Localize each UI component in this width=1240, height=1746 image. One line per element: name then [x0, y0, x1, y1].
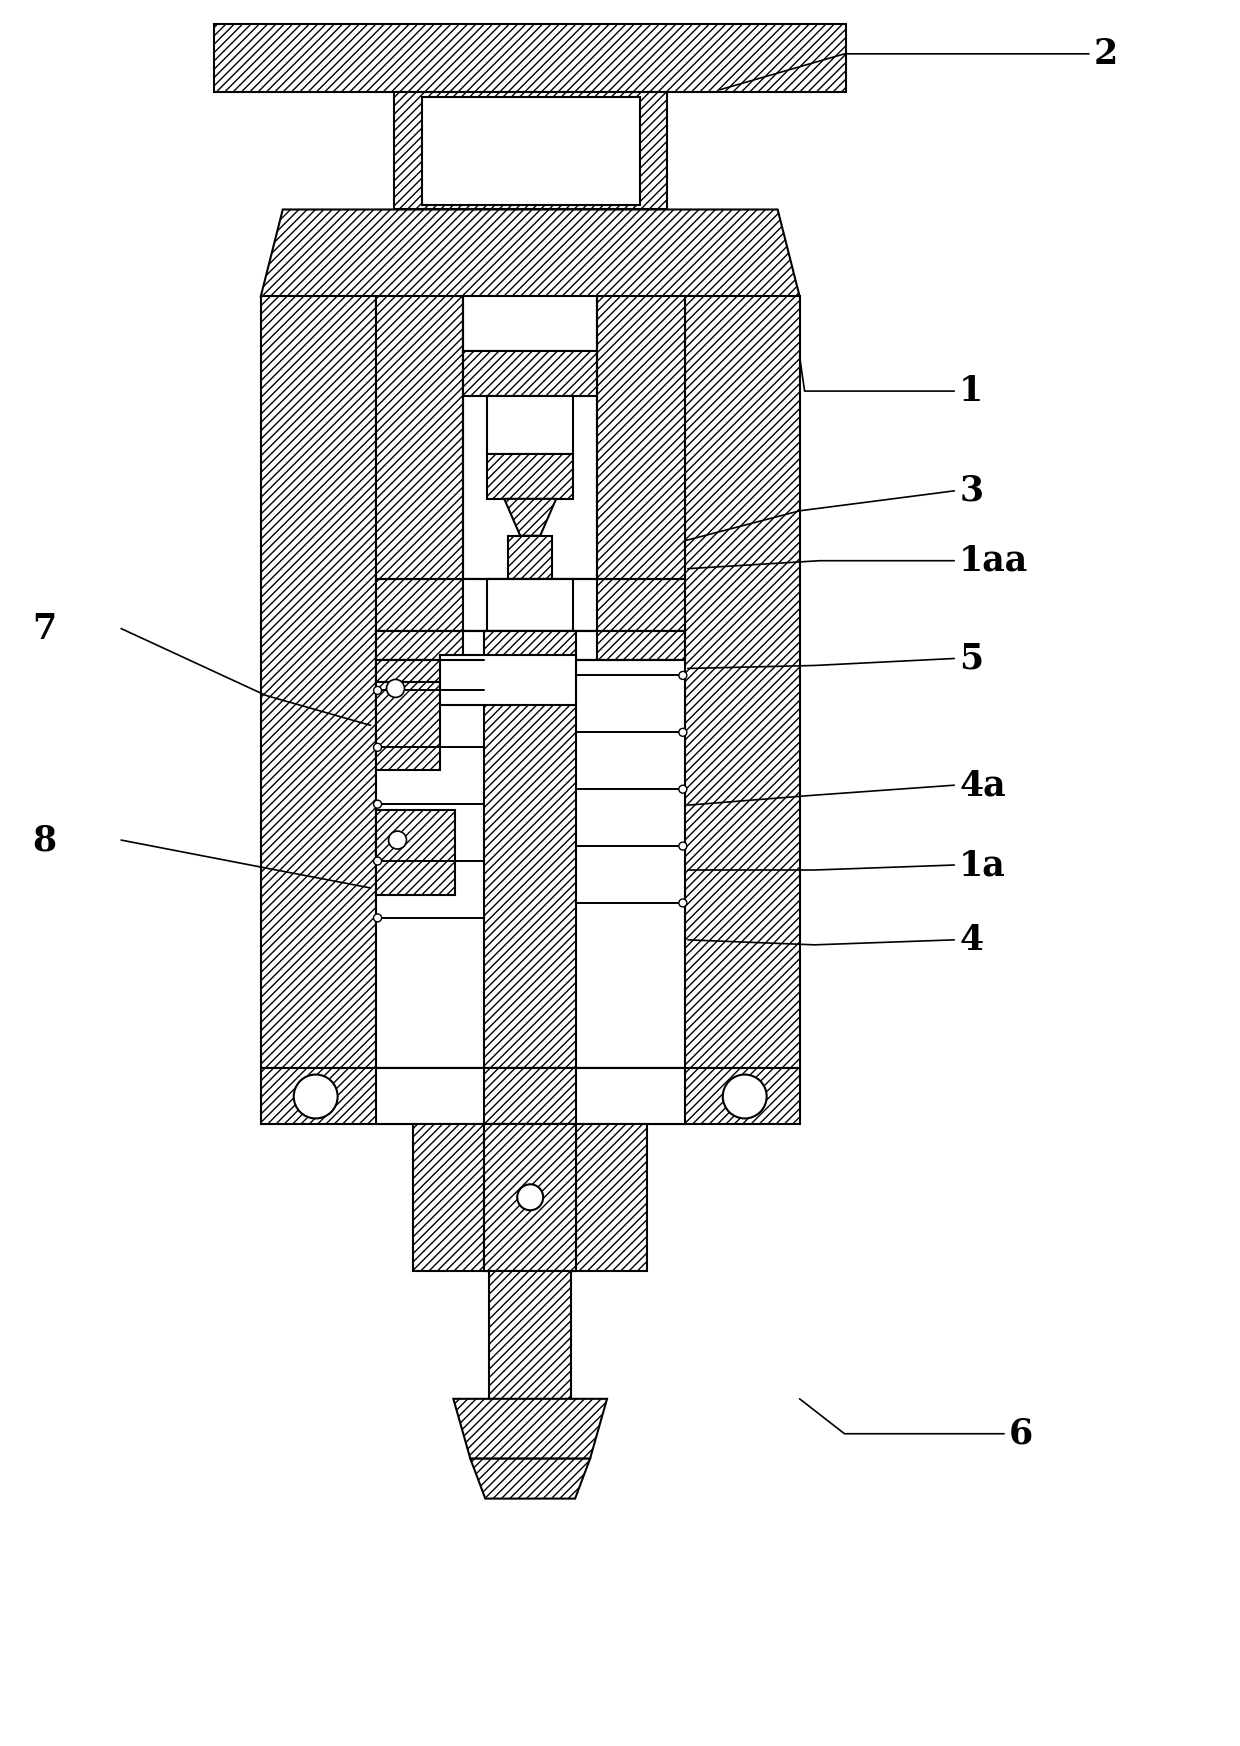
- Bar: [464, 297, 596, 351]
- Polygon shape: [470, 1458, 590, 1498]
- Polygon shape: [596, 297, 684, 581]
- Text: 1a: 1a: [960, 849, 1006, 882]
- Text: 1aa: 1aa: [960, 543, 1028, 578]
- Polygon shape: [393, 93, 667, 210]
- Text: 3: 3: [960, 473, 983, 508]
- Polygon shape: [376, 578, 684, 630]
- Bar: [487, 396, 573, 454]
- Text: 5: 5: [960, 641, 983, 676]
- Polygon shape: [260, 297, 376, 1067]
- Text: 4a: 4a: [960, 768, 1006, 801]
- Text: 1: 1: [960, 374, 983, 409]
- Circle shape: [517, 1184, 543, 1210]
- Polygon shape: [376, 297, 464, 581]
- Text: 2: 2: [1094, 37, 1118, 72]
- Bar: [485, 1124, 577, 1271]
- Bar: [423, 96, 640, 204]
- Circle shape: [678, 672, 687, 679]
- Circle shape: [294, 1074, 337, 1119]
- Circle shape: [373, 857, 382, 864]
- Circle shape: [678, 842, 687, 850]
- Bar: [376, 660, 684, 1067]
- Polygon shape: [215, 24, 847, 93]
- Polygon shape: [684, 297, 800, 1067]
- Polygon shape: [464, 351, 596, 396]
- Polygon shape: [487, 454, 573, 499]
- Polygon shape: [376, 810, 455, 896]
- Circle shape: [678, 728, 687, 737]
- Circle shape: [373, 800, 382, 808]
- Polygon shape: [485, 630, 577, 1067]
- Polygon shape: [505, 499, 557, 536]
- Polygon shape: [485, 1124, 577, 1271]
- Bar: [376, 660, 485, 683]
- Circle shape: [723, 1074, 766, 1119]
- Bar: [464, 578, 596, 630]
- Polygon shape: [413, 1124, 647, 1271]
- Text: 4: 4: [960, 924, 983, 957]
- Polygon shape: [376, 630, 684, 660]
- Circle shape: [678, 899, 687, 906]
- Text: 8: 8: [32, 822, 56, 857]
- Circle shape: [387, 679, 404, 697]
- Polygon shape: [260, 1067, 800, 1124]
- Text: 6: 6: [1009, 1416, 1033, 1451]
- Polygon shape: [454, 1399, 608, 1458]
- Circle shape: [373, 913, 382, 922]
- Circle shape: [388, 831, 407, 849]
- Circle shape: [678, 786, 687, 793]
- Polygon shape: [376, 683, 440, 770]
- Polygon shape: [487, 578, 573, 630]
- Circle shape: [373, 744, 382, 751]
- Polygon shape: [490, 1271, 572, 1399]
- Bar: [464, 630, 596, 660]
- Polygon shape: [260, 210, 800, 297]
- Text: 7: 7: [32, 611, 56, 646]
- Polygon shape: [440, 655, 577, 705]
- Polygon shape: [508, 536, 552, 578]
- Bar: [376, 1067, 684, 1124]
- Polygon shape: [485, 1067, 577, 1124]
- Circle shape: [373, 686, 382, 695]
